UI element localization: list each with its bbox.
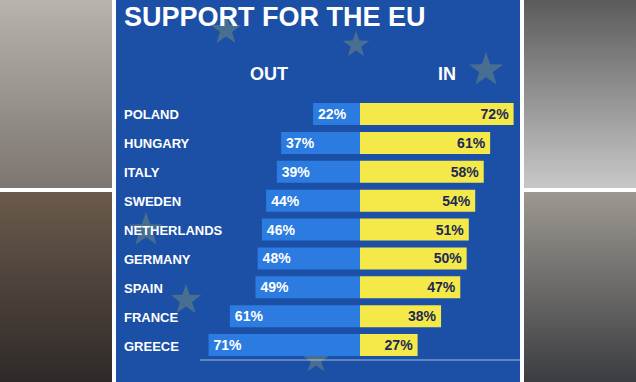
svg-text:46%: 46% <box>267 222 296 238</box>
svg-text:58%: 58% <box>451 164 480 180</box>
svg-text:54%: 54% <box>442 193 471 209</box>
svg-text:SPAIN: SPAIN <box>124 281 163 296</box>
svg-text:71%: 71% <box>214 337 243 353</box>
svg-text:50%: 50% <box>434 250 463 266</box>
html-text:SUPPORT FOR THE EU: SUPPORT FOR THE EU <box>124 2 426 32</box>
svg-text:47%: 47% <box>427 279 456 295</box>
html-text:OUT: OUT <box>250 64 288 84</box>
svg-text:22%: 22% <box>318 106 347 122</box>
svg-text:GREECE: GREECE <box>124 339 179 354</box>
svg-text:37%: 37% <box>286 135 315 151</box>
svg-text:SWEDEN: SWEDEN <box>124 194 181 209</box>
html-text:IN: IN <box>438 64 456 84</box>
svg-text:39%: 39% <box>282 164 311 180</box>
svg-text:48%: 48% <box>263 250 292 266</box>
svg-text:NETHERLANDS: NETHERLANDS <box>124 223 223 238</box>
svg-text:51%: 51% <box>436 222 465 238</box>
svg-text:POLAND: POLAND <box>124 107 179 122</box>
svg-text:38%: 38% <box>408 308 437 324</box>
svg-text:HUNGARY: HUNGARY <box>124 136 190 151</box>
svg-text:ITALY: ITALY <box>124 165 160 180</box>
svg-text:44%: 44% <box>271 193 300 209</box>
svg-text:72%: 72% <box>481 106 510 122</box>
svg-text:GERMANY: GERMANY <box>124 252 191 267</box>
svg-text:61%: 61% <box>235 308 264 324</box>
svg-text:27%: 27% <box>385 337 414 353</box>
svg-text:49%: 49% <box>260 279 289 295</box>
svg-text:61%: 61% <box>457 135 486 151</box>
svg-text:FRANCE: FRANCE <box>124 310 178 325</box>
